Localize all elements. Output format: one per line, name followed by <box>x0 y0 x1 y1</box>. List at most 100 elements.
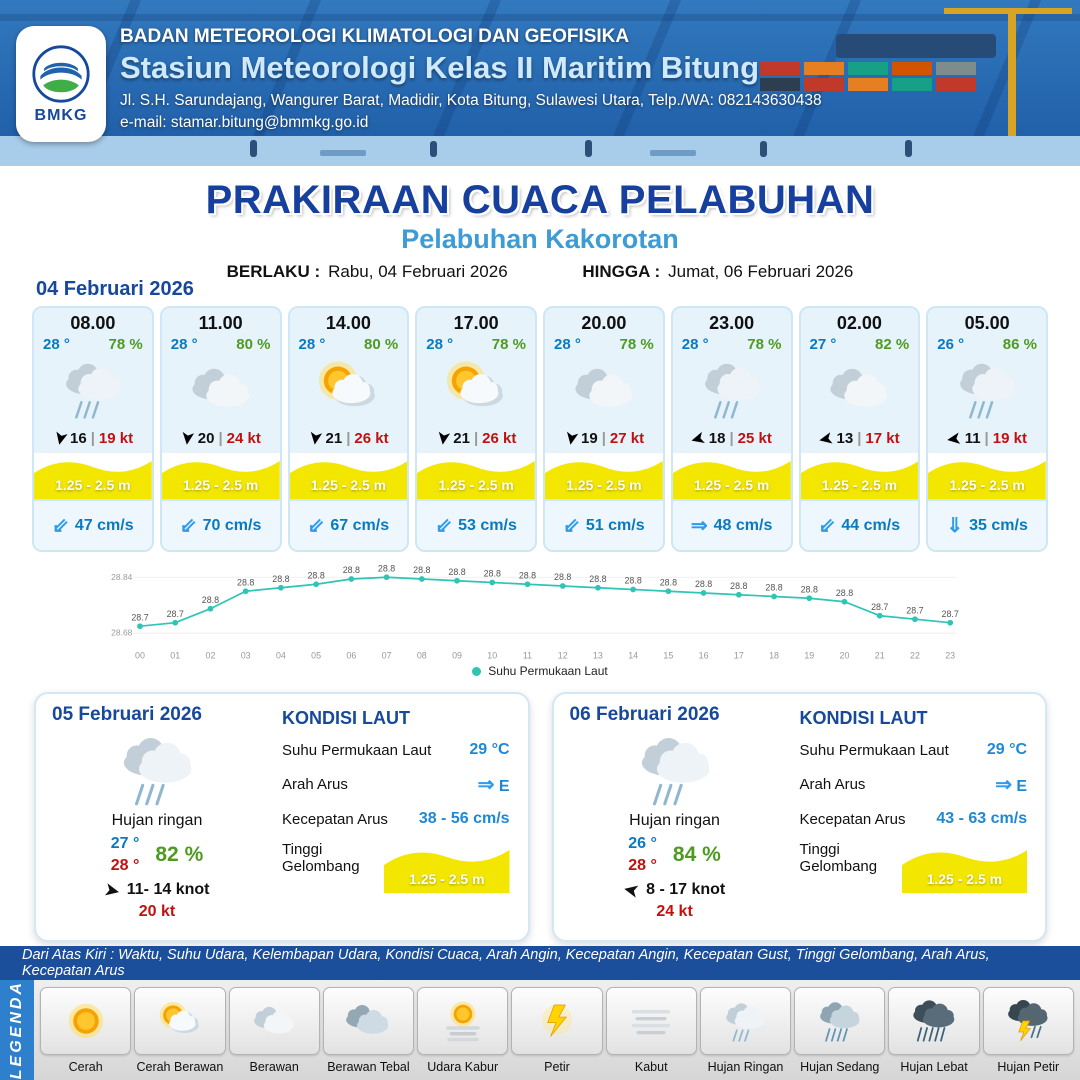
wind-direction-icon: ➤ <box>561 430 581 447</box>
svg-text:28.8: 28.8 <box>660 577 677 587</box>
temperature: 28 ° <box>298 336 326 353</box>
wind-separator: | <box>218 429 223 447</box>
weather-icon <box>417 353 535 425</box>
svg-text:12: 12 <box>558 651 568 661</box>
wave-height-label: Tinggi Gelombang <box>282 841 360 875</box>
wave-height-value: 1.25 - 2.5 m <box>949 477 1025 493</box>
current-row: ⇙ 51 cm/s <box>545 499 663 550</box>
humidity: 78 % <box>619 336 654 353</box>
legend-weather-icon <box>228 987 320 1055</box>
current-row: ⇙ 70 cm/s <box>161 499 280 550</box>
wind-direction-icon: ➤ <box>817 428 835 449</box>
svg-text:03: 03 <box>241 651 251 661</box>
gust-speed: 27 kt <box>609 429 645 447</box>
temp-humidity-row: 26 ° 86 % <box>928 334 1046 353</box>
svg-text:11: 11 <box>523 651 532 661</box>
legend-item-label: Cerah <box>68 1060 103 1074</box>
current-speed-row: Kecepatan Arus 43 - 63 cm/s <box>800 810 1028 828</box>
daily-wind-row: ➤ 8 - 17 knot <box>622 879 725 901</box>
wind-row: ➤ 19 | 27 kt <box>545 425 663 451</box>
weather-icon <box>928 353 1046 425</box>
wave-icon <box>161 461 280 499</box>
daily-left-column: 06 Februari 2026 Hujan ringan 26 ° 28 ° … <box>570 704 780 930</box>
wind-row: ➤ 20 | 24 kt <box>162 425 280 451</box>
wave-icon <box>545 461 663 499</box>
forecast-card: 17.00 28 ° 78 % ➤ 21 | 26 kt 1.25 - 2.5 … <box>415 306 537 552</box>
wave-height-value: 1.25 - 2.5 m <box>55 477 131 493</box>
svg-text:20: 20 <box>840 651 850 661</box>
wave-height-band: 1.25 - 2.5 m <box>417 453 535 499</box>
wave-height-band: 1.25 - 2.5 m <box>928 453 1046 499</box>
legend-item: Kabut <box>605 987 697 1076</box>
daily-temps-row: 27 ° 28 ° 82 % <box>111 833 204 876</box>
weather-icon <box>162 353 280 425</box>
temp-humidity-row: 28 ° 78 % <box>673 334 791 353</box>
svg-text:28.8: 28.8 <box>272 574 289 584</box>
wave-icon <box>417 461 535 499</box>
wave-icon <box>384 850 510 893</box>
forecast-card: 11.00 28 ° 80 % ➤ 20 | 24 kt 1.25 - 2.5 … <box>159 306 282 552</box>
sea-conditions-heading: KONDISI LAUT <box>799 708 928 728</box>
humidity: 78 % <box>108 336 143 353</box>
legend-item-label: Hujan Ringan <box>707 1060 784 1074</box>
gust-speed: 19 kt <box>98 429 134 447</box>
legend-section: LEGENDA Cerah Cerah Berawan Berawan Bera… <box>0 980 1080 1080</box>
legend-weather-icon <box>134 987 226 1055</box>
svg-text:28.8: 28.8 <box>484 569 501 579</box>
temperature: 27 ° <box>809 336 837 353</box>
legend-weather-icon <box>888 987 980 1055</box>
wind-separator: | <box>601 429 606 447</box>
forecast-card: 02.00 27 ° 82 % ➤ 13 | 17 kt 1.25 - 2.5 … <box>798 306 921 552</box>
wind-direction-icon: ➤ <box>50 429 70 447</box>
wave-height-value: 1.25 - 2.5 m <box>566 477 642 493</box>
svg-text:00: 00 <box>135 651 145 661</box>
wind-direction-icon: ➤ <box>433 430 453 446</box>
daily-gust: 24 kt <box>656 903 693 921</box>
current-direction-row: Arah Arus ⇒ E <box>800 772 1028 797</box>
temp-humidity-row: 28 ° 80 % <box>290 334 408 353</box>
harbor-illustration <box>0 0 1080 166</box>
temperature: 28 ° <box>681 336 709 353</box>
legend-weather-icon <box>40 987 132 1055</box>
wave-icon <box>672 461 791 499</box>
wave-height-value: 1.25 - 2.5 m <box>182 477 259 493</box>
svg-text:28.8: 28.8 <box>554 572 571 582</box>
wind-separator: | <box>729 429 734 447</box>
current-speed: 67 cm/s <box>330 516 390 534</box>
humidity: 80 % <box>364 336 399 353</box>
svg-text:28.8: 28.8 <box>625 576 642 586</box>
svg-text:28.8: 28.8 <box>589 574 606 584</box>
wave-height-value: 1.25 - 2.5 m <box>821 477 898 493</box>
legend-item: Berawan <box>228 987 320 1076</box>
bmkg-logo-label: BMKG <box>34 106 88 124</box>
legend-item-label: Berawan Tebal <box>327 1060 410 1074</box>
svg-text:28.8: 28.8 <box>836 588 853 598</box>
wind-row: ➤ 21 | 26 kt <box>417 425 535 451</box>
daily-temp-low: 26 ° <box>628 835 657 852</box>
temperature: 28 ° <box>170 336 198 353</box>
daily-temp-high: 28 ° <box>628 856 657 874</box>
wave-icon <box>928 461 1046 499</box>
wind-direction-icon: ➤ <box>305 430 325 446</box>
wave-height-row: Tinggi Gelombang 1.25 - 2.5 m <box>282 841 510 893</box>
legend-item: Cerah <box>40 987 132 1076</box>
current-direction-icon: ⇙ <box>307 515 325 537</box>
legend-sidebar: LEGENDA <box>0 980 34 1080</box>
gust-speed: 26 kt <box>482 429 517 447</box>
current-direction-label: Arah Arus <box>799 776 866 793</box>
wave-icon <box>901 850 1028 893</box>
legend-item: Hujan Sedang <box>794 987 886 1076</box>
current-speed: 44 cm/s <box>841 516 901 534</box>
sst-row: Suhu Permukaan Laut 29 °C <box>282 741 510 759</box>
legend-item-label: Hujan Sedang <box>800 1060 880 1074</box>
legend-item-label: Petir <box>544 1060 570 1074</box>
current-row: ⇙ 44 cm/s <box>800 499 919 550</box>
daily-gust: 20 kt <box>138 903 176 921</box>
current-direction-icon: ⇒ <box>690 515 708 537</box>
wave-height-value: 1.25 - 2.5 m <box>693 477 770 493</box>
forecast-date-label: 04 Februari 2026 <box>36 278 194 300</box>
svg-text:28.8: 28.8 <box>343 565 360 575</box>
current-speed: 51 cm/s <box>585 516 645 534</box>
current-row: ⇙ 53 cm/s <box>417 499 535 550</box>
svg-text:07: 07 <box>382 651 392 661</box>
